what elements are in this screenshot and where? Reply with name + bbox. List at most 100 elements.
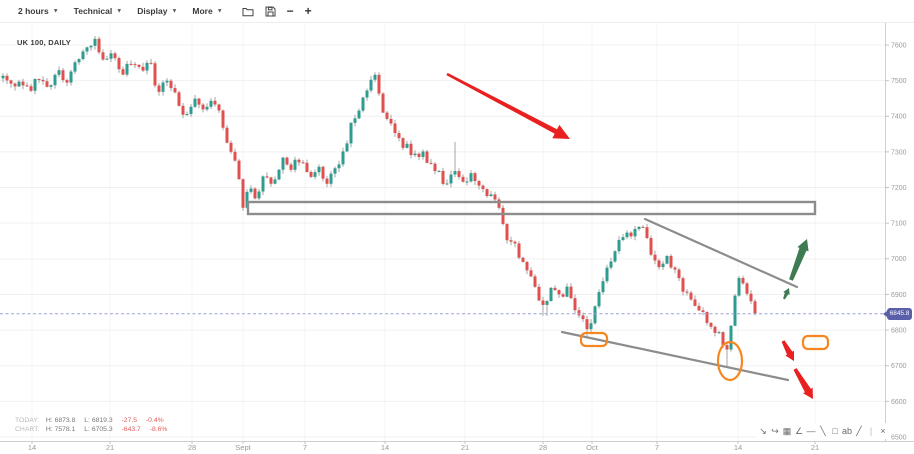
y-axis-label: 6500 [891, 434, 907, 441]
candle-body [401, 138, 405, 148]
zoom-out-button[interactable]: − [286, 4, 294, 18]
chevron-down-icon: ▼ [116, 8, 123, 15]
candle-body [569, 286, 573, 299]
y-axis-label: 7600 [891, 42, 907, 49]
candle-body [633, 228, 637, 237]
horizontal-line-tool-icon[interactable]: — [806, 426, 816, 436]
candle-body [677, 269, 681, 279]
small-red-arrow-1[interactable] [781, 340, 794, 361]
candles [1, 36, 757, 367]
candle-body [329, 173, 333, 184]
candle-body [741, 277, 745, 284]
open-folder-icon[interactable] [242, 6, 254, 17]
display-menu[interactable]: Display ▼ [137, 6, 177, 16]
candle-body [17, 81, 21, 87]
grid-tool-icon[interactable]: ▦ [782, 426, 792, 436]
timeframe-dropdown[interactable]: 2 hours ▼ [18, 6, 59, 16]
x-axis-label: Oct [586, 443, 599, 452]
small-red-arrow-2[interactable] [793, 368, 814, 399]
close-icon[interactable]: × [880, 426, 886, 436]
curve-tool-icon[interactable]: ↪ [771, 426, 779, 436]
pointer-tool-icon[interactable]: ↘ [759, 426, 767, 436]
candle-body [453, 171, 457, 175]
diagonal-line-tool-icon[interactable]: ╱ [856, 426, 862, 436]
candle-body [101, 52, 105, 60]
text-tool-icon[interactable]: ab [841, 426, 852, 436]
candle-body [165, 80, 169, 83]
candle-body [685, 291, 689, 293]
chevron-down-icon: ▼ [171, 8, 178, 15]
candle-body [97, 38, 101, 53]
descending-trendline-lower[interactable] [560, 330, 790, 382]
candle-body [481, 185, 485, 190]
candle-body [85, 47, 89, 52]
y-axis-label: 7100 [891, 221, 907, 228]
green-chevron[interactable] [783, 288, 790, 300]
candle-body [45, 81, 49, 87]
more-menu[interactable]: More ▼ [192, 6, 222, 16]
rectangle-tool-icon[interactable]: □ [832, 426, 838, 436]
candle-body [5, 75, 9, 81]
technical-menu[interactable]: Technical ▼ [74, 6, 123, 16]
x-axis-label: 14 [28, 443, 36, 452]
descending-trendline-upper[interactable] [643, 217, 799, 289]
candle-body [389, 118, 393, 124]
zoom-in-button[interactable]: + [304, 4, 312, 18]
x-axis-label: 21 [811, 443, 819, 452]
candle-body [405, 143, 409, 148]
candle-body [497, 199, 501, 208]
candle-body [465, 181, 469, 183]
big-red-arrow[interactable] [446, 72, 570, 139]
candle-body [461, 176, 465, 182]
save-icon[interactable] [265, 6, 276, 17]
candle-body [41, 79, 45, 82]
candle-body [441, 170, 445, 184]
resistance-zone-rectangle[interactable] [246, 200, 817, 216]
today-high: 6873.8 [54, 417, 76, 424]
orange-highlight-box-2[interactable] [801, 334, 830, 351]
candle-body [361, 97, 365, 111]
candle-body [421, 151, 425, 157]
candle-body [81, 51, 85, 60]
candle-body [369, 79, 373, 91]
orange-highlight-ellipse[interactable] [716, 340, 744, 382]
candle-body [153, 63, 157, 86]
timeframe-dropdown-label: 2 hours [18, 6, 49, 16]
trend-axes-tool-icon[interactable]: ∠ [794, 426, 804, 436]
y-axis-label: 7400 [891, 114, 907, 121]
orange-highlight-box-1[interactable] [579, 331, 609, 348]
candle-body [617, 239, 621, 252]
candle-body [681, 278, 685, 292]
candle-body [517, 243, 521, 258]
candle-body [597, 292, 601, 307]
candle-body [577, 310, 581, 316]
candle-body [605, 267, 609, 282]
candle-body [673, 267, 677, 270]
candle-body [1, 75, 5, 79]
candle-body [157, 85, 161, 92]
chart-high: 7578.1 [54, 425, 76, 433]
candle-body [301, 162, 305, 164]
legend-row-name: TODAY: [15, 417, 40, 424]
candle-body [213, 100, 217, 105]
candle-body [549, 287, 553, 302]
candle-body [745, 283, 749, 294]
candle-body [365, 90, 369, 98]
trendline-tool-icon[interactable]: ╲ [820, 426, 826, 436]
chevron-down-icon: ▼ [216, 8, 223, 15]
today-change-pct: -0.4% [145, 417, 164, 424]
candle-body [601, 281, 605, 293]
legend-row-name: CHART: [15, 425, 40, 433]
candle-body [513, 241, 517, 244]
green-arrow[interactable] [789, 239, 809, 281]
top-toolbar: 2 hours ▼ Technical ▼ Display ▼ More ▼ −… [0, 0, 914, 23]
candle-body [501, 207, 505, 224]
legend-row-chart: CHART: H: 7578.1 L: 6705.3 -643.7 -8.6% [15, 425, 168, 433]
candle-body [53, 74, 57, 86]
candle-body [177, 92, 181, 106]
candle-body [285, 157, 289, 165]
more-menu-label: More [192, 6, 213, 16]
candle-body [141, 66, 145, 71]
candle-body [125, 63, 129, 75]
